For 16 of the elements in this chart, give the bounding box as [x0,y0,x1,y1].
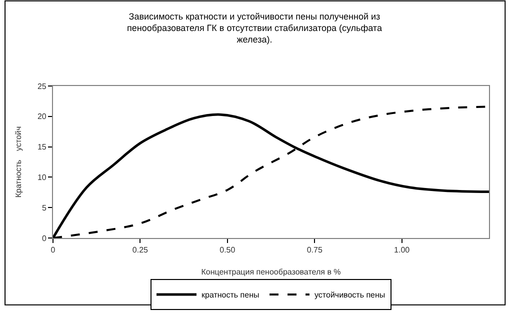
chart-title: Зависимость кратности и устойчивости пены полученной из пенообразователя ГК в отсутствии стабилизатора (сульфата железа). [127,11,382,45]
y-tick-label: 15 [37,142,47,152]
x-axis-title: Концентрация пенообразователя в % [201,268,341,277]
x-tick-label: 0.25 [132,246,149,255]
x-tick-label: 0.75 [306,246,323,255]
y-tick-label: 5 [42,203,47,212]
x-tick-label: 0 [50,246,56,255]
y-tick-label: 25 [37,82,47,91]
legend-label: кратность пены [202,290,260,300]
x-tick-label: 0.50 [220,246,236,255]
y-tick-label: 10 [37,173,47,182]
y-axis-title: Кратность устойч [14,126,24,198]
legend-label: устойчивость пены [314,290,386,300]
y-tick-label: 0 [42,234,47,243]
y-tick-label: 20 [37,112,47,122]
x-tick-label: 1.00 [394,246,410,255]
